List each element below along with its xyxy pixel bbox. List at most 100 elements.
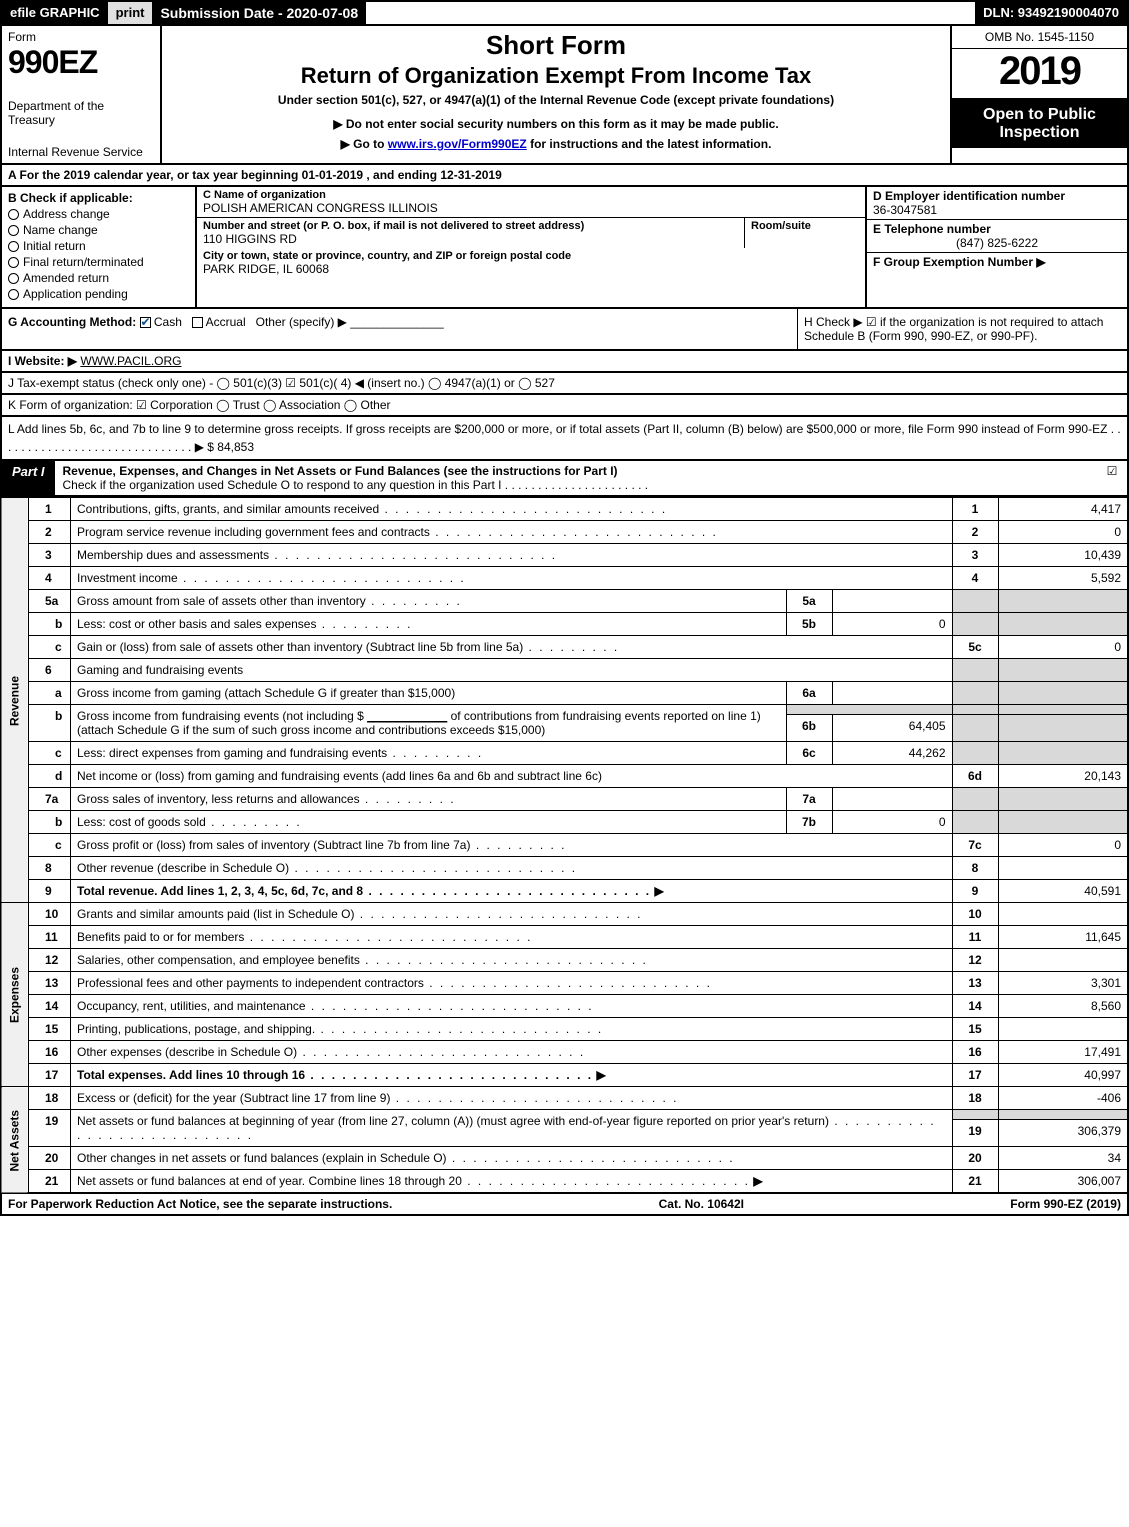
ln19-num: 19 [29, 1110, 71, 1147]
ln18-num: 18 [29, 1087, 71, 1110]
ln5b-rshade [952, 613, 998, 636]
ln11-val: 11,645 [998, 926, 1128, 949]
ln18-rl: 18 [952, 1087, 998, 1110]
part1-check[interactable]: ☑ [1097, 461, 1127, 495]
chk-application-pending[interactable] [8, 289, 19, 300]
row-l-value: $ 84,853 [207, 440, 254, 454]
footer-left: For Paperwork Reduction Act Notice, see … [8, 1197, 392, 1211]
ln8-num: 8 [29, 857, 71, 880]
ln19-rl: 19 [952, 1120, 998, 1147]
chk-initial-return[interactable] [8, 241, 19, 252]
header-left: Form 990EZ Department of the Treasury In… [2, 26, 162, 163]
ln5c-val: 0 [998, 636, 1128, 659]
ln16-val: 17,491 [998, 1041, 1128, 1064]
row-i: I Website: ▶ WWW.PACIL.ORG [0, 351, 1129, 373]
chk-accrual[interactable] [192, 317, 203, 328]
lbl-name-change: Name change [23, 223, 98, 237]
line-a-tax-year: A For the 2019 calendar year, or tax yea… [0, 165, 1129, 187]
ln4-num: 4 [29, 567, 71, 590]
top-spacer [366, 2, 975, 24]
phone-value: (847) 825-6222 [873, 236, 1121, 250]
ln6b-mshade [786, 705, 952, 715]
ln20-desc: Other changes in net assets or fund bala… [77, 1151, 735, 1165]
street-label: Number and street (or P. O. box, if mail… [203, 220, 738, 232]
ln6c-desc: Less: direct expenses from gaming and fu… [77, 746, 483, 760]
section-def: D Employer identification number 36-3047… [867, 187, 1127, 307]
section-b: B Check if applicable: Address change Na… [2, 187, 197, 307]
ln7a-mv [832, 788, 952, 811]
ln5b-num: b [29, 613, 71, 636]
ln2-num: 2 [29, 521, 71, 544]
ln21-arrow: ▶ [753, 1174, 762, 1188]
row-l-text: L Add lines 5b, 6c, and 7b to line 9 to … [8, 422, 1121, 454]
ln5a-num: 5a [29, 590, 71, 613]
ln7b-rshade [952, 811, 998, 834]
ln11-rl: 11 [952, 926, 998, 949]
ln15-val [998, 1018, 1128, 1041]
row-g: G Accounting Method: Cash Accrual Other … [2, 309, 797, 349]
ln9-val: 40,591 [998, 880, 1128, 903]
note2-post: for instructions and the latest informat… [527, 137, 772, 151]
ln6c-rvshade [998, 742, 1128, 765]
website-value[interactable]: WWW.PACIL.ORG [80, 354, 181, 368]
ln8-desc: Other revenue (describe in Schedule O) [77, 861, 577, 875]
ln20-val: 34 [998, 1147, 1128, 1170]
ln6b-desc-cell: Gross income from fundraising events (no… [71, 705, 787, 742]
ln17-num: 17 [29, 1064, 71, 1087]
chk-address-change[interactable] [8, 209, 19, 220]
ln7c-val: 0 [998, 834, 1128, 857]
ln5b-ml: 5b [786, 613, 832, 636]
row-l-gross-receipts: L Add lines 5b, 6c, and 7b to line 9 to … [0, 417, 1129, 461]
ln6c-ml: 6c [786, 742, 832, 765]
submission-date: Submission Date - 2020-07-08 [152, 2, 366, 24]
dln-label: DLN: 93492190004070 [975, 2, 1127, 24]
ln6d-val: 20,143 [998, 765, 1128, 788]
ln7c-rl: 7c [952, 834, 998, 857]
ln21-val: 306,007 [998, 1170, 1128, 1194]
top-bar: efile GRAPHIC print Submission Date - 20… [0, 0, 1129, 26]
city-label: City or town, state or province, country… [203, 250, 859, 262]
lbl-other: Other (specify) ▶ [256, 315, 347, 329]
tax-year: 2019 [952, 49, 1127, 100]
ln12-desc: Salaries, other compensation, and employ… [77, 953, 648, 967]
chk-final-return[interactable] [8, 257, 19, 268]
ln5a-rvshade [998, 590, 1128, 613]
note-ssn: ▶ Do not enter social security numbers o… [170, 117, 942, 131]
ln6c-rshade [952, 742, 998, 765]
side-expenses: Expenses [1, 903, 29, 1087]
ln6-rshade [952, 659, 998, 682]
ln16-desc: Other expenses (describe in Schedule O) [77, 1045, 585, 1059]
ln6a-rvshade [998, 682, 1128, 705]
ln18-desc: Excess or (deficit) for the year (Subtra… [77, 1091, 679, 1105]
ln19-desc: Net assets or fund balances at beginning… [77, 1114, 936, 1142]
ln6b-rshade [952, 705, 998, 715]
ln7b-rvshade [998, 811, 1128, 834]
page-footer: For Paperwork Reduction Act Notice, see … [0, 1194, 1129, 1216]
ln9-arrow: ▶ [655, 884, 664, 898]
irs-link[interactable]: www.irs.gov/Form990EZ [388, 137, 527, 151]
note-link: ▶ Go to www.irs.gov/Form990EZ for instru… [170, 137, 942, 151]
ln5b-mv: 0 [832, 613, 952, 636]
chk-amended-return[interactable] [8, 273, 19, 284]
chk-name-change[interactable] [8, 225, 19, 236]
ln15-desc: Printing, publications, postage, and shi… [77, 1022, 603, 1036]
print-button[interactable]: print [108, 2, 153, 24]
ln10-desc: Grants and similar amounts paid (list in… [77, 907, 643, 921]
ln8-rl: 8 [952, 857, 998, 880]
return-title: Return of Organization Exempt From Incom… [170, 63, 942, 89]
ln5c-num: c [29, 636, 71, 659]
efile-label: efile GRAPHIC [2, 2, 108, 24]
side-netassets: Net Assets [1, 1087, 29, 1194]
ein-label: D Employer identification number [873, 189, 1121, 203]
chk-cash[interactable] [140, 317, 151, 328]
ln6d-desc: Net income or (loss) from gaming and fun… [71, 765, 953, 788]
ln11-desc: Benefits paid to or for members [77, 930, 532, 944]
ln6a-desc: Gross income from gaming (attach Schedul… [71, 682, 787, 705]
ln1-num: 1 [29, 498, 71, 521]
ln6b-rvshade [998, 705, 1128, 715]
header-center: Short Form Return of Organization Exempt… [162, 26, 952, 163]
ln6a-num: a [29, 682, 71, 705]
ln15-num: 15 [29, 1018, 71, 1041]
footer-center: Cat. No. 10642I [659, 1197, 744, 1211]
part1-title-text: Revenue, Expenses, and Changes in Net As… [63, 464, 618, 478]
